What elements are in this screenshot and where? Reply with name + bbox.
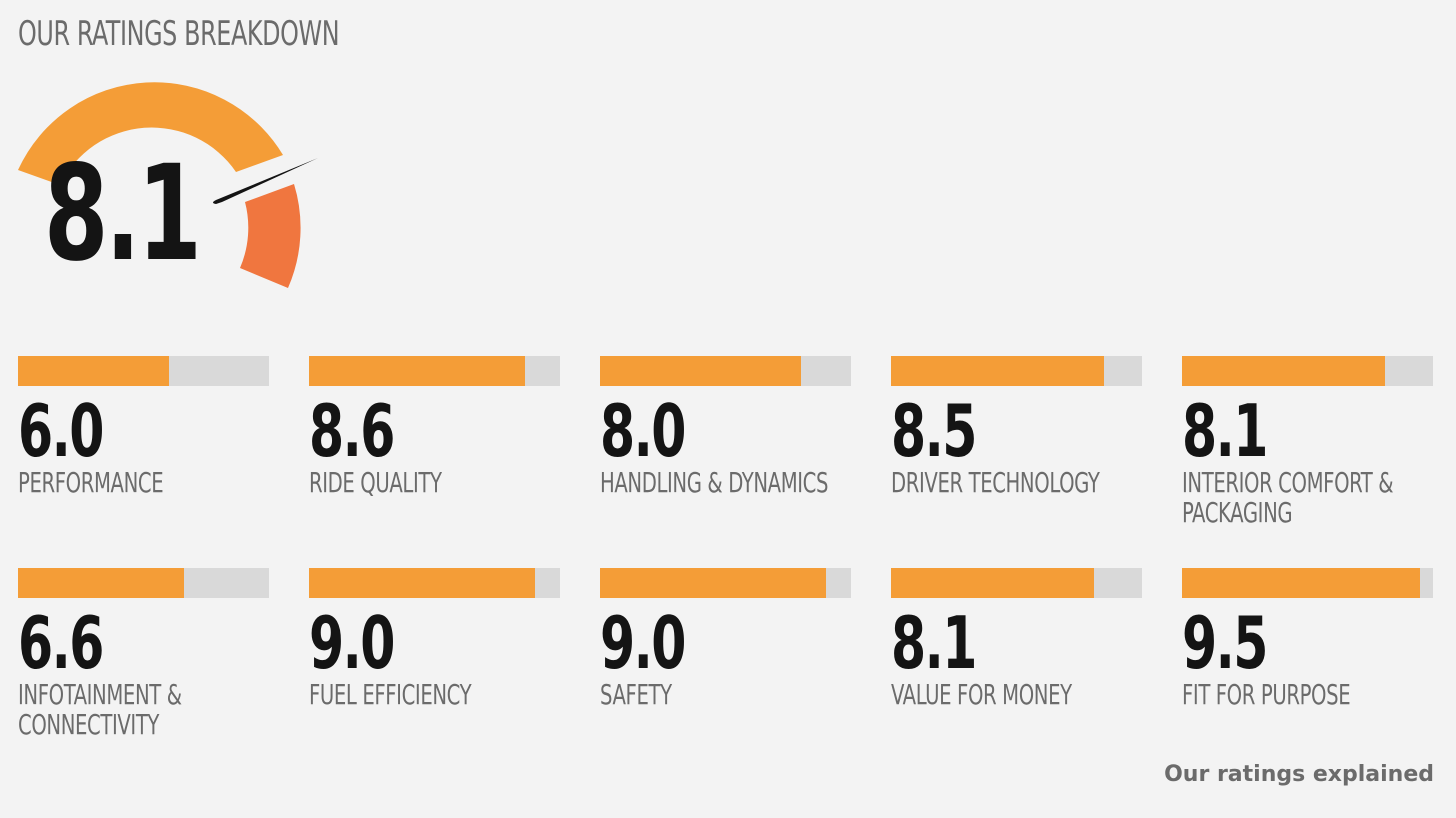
ratings-grid: 6.0 PERFORMANCE 8.6 RIDE QUALITY 8.0 HANDLING…: [18, 356, 1434, 740]
rating-score: 8.5: [891, 389, 977, 473]
rating-score: 9.0: [309, 601, 395, 685]
rating-score: 8.6: [309, 389, 395, 473]
rating-item: 9.5 FIT FOR PURPOSE: [1182, 568, 1433, 740]
rating-label: RIDE QUALITY: [309, 466, 442, 499]
rating-bar: [1182, 568, 1433, 598]
rating-bar-fill: [891, 568, 1095, 598]
overall-gauge: [0, 60, 340, 300]
rating-item: 9.0 FUEL EFFICIENCY: [309, 568, 560, 740]
rating-bar: [891, 568, 1142, 598]
rating-bar: [600, 356, 851, 386]
rating-label: DRIVER TECHNOLOGY: [891, 466, 1100, 499]
rating-label: INTERIOR COMFORT & PACKAGING: [1182, 466, 1394, 529]
rating-score: 8.1: [891, 601, 977, 685]
rating-item: 9.0 SAFETY: [600, 568, 851, 740]
gauge-needle: [213, 158, 318, 204]
rating-bar-fill: [18, 356, 169, 386]
rating-label: FUEL EFFICIENCY: [309, 678, 472, 711]
rating-label: VALUE FOR MONEY: [891, 678, 1072, 711]
rating-bar-fill: [18, 568, 184, 598]
rating-label: HANDLING & DYNAMICS: [600, 466, 829, 499]
rating-item: 6.0 PERFORMANCE: [18, 356, 269, 528]
rating-score: 9.5: [1182, 601, 1268, 685]
rating-item: 6.6 INFOTAINMENT & CONNECTIVITY: [18, 568, 269, 740]
ratings-row: 6.6 INFOTAINMENT & CONNECTIVITY 9.0 FUEL EF…: [18, 568, 1433, 740]
rating-bar: [600, 568, 851, 598]
rating-bar: [891, 356, 1142, 386]
rating-bar-fill: [1182, 568, 1421, 598]
speedometer-icon: [18, 82, 318, 288]
rating-bar: [309, 356, 560, 386]
rating-item: 8.6 RIDE QUALITY: [309, 356, 560, 528]
rating-bar: [18, 568, 269, 598]
rating-score: 6.0: [18, 389, 104, 473]
rating-label: SAFETY: [600, 678, 672, 711]
ratings-explained-link[interactable]: Our ratings explained: [1164, 762, 1434, 787]
rating-bar-fill: [600, 356, 801, 386]
rating-label: INFOTAINMENT & CONNECTIVITY: [18, 678, 182, 741]
rating-bar: [309, 568, 560, 598]
rating-item: 8.1 VALUE FOR MONEY: [891, 568, 1142, 740]
rating-bar-fill: [309, 356, 525, 386]
rating-score: 6.6: [18, 601, 104, 685]
rating-item: 8.1 INTERIOR COMFORT & PACKAGING: [1182, 356, 1433, 528]
rating-bar: [1182, 356, 1433, 386]
rating-item: 8.5 DRIVER TECHNOLOGY: [891, 356, 1142, 528]
rating-bar-fill: [891, 356, 1105, 386]
gauge-arc: [18, 82, 283, 185]
rating-item: 8.0 HANDLING & DYNAMICS: [600, 356, 851, 528]
rating-label: FIT FOR PURPOSE: [1182, 678, 1351, 711]
ratings-row: 6.0 PERFORMANCE 8.6 RIDE QUALITY 8.0 HANDLING…: [18, 356, 1434, 528]
rating-bar-fill: [600, 568, 826, 598]
overall-score: 8.1: [44, 137, 202, 291]
rating-score: 8.1: [1182, 389, 1268, 473]
rating-bar: [18, 356, 269, 386]
rating-score: 8.0: [600, 389, 686, 473]
gauge-arc-high: [240, 184, 301, 288]
rating-score: 9.0: [600, 601, 686, 685]
rating-label: PERFORMANCE: [18, 466, 164, 499]
rating-bar-fill: [1182, 356, 1386, 386]
section-heading: OUR RATINGS BREAKDOWN: [18, 14, 340, 54]
rating-bar-fill: [309, 568, 535, 598]
